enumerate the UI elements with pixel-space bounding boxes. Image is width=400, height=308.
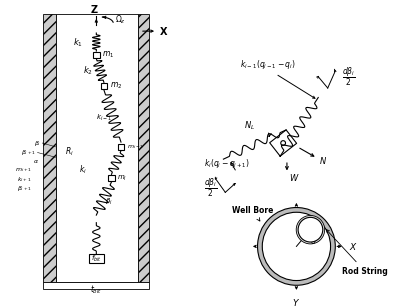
Text: $R_i$: $R_i$ bbox=[65, 145, 74, 158]
Bar bbox=[108, 175, 115, 181]
Text: $Y$: $Y$ bbox=[292, 297, 300, 308]
Text: $X$: $X$ bbox=[348, 241, 357, 252]
Text: Well Bore: Well Bore bbox=[232, 206, 273, 221]
Text: $k_{i-1}(q_{i-1}-q_i)$: $k_{i-1}(q_{i-1}-q_i)$ bbox=[240, 58, 296, 71]
Text: $\dfrac{d\beta_i}{2}$: $\dfrac{d\beta_i}{2}$ bbox=[342, 66, 355, 88]
Text: $k_2$: $k_2$ bbox=[84, 65, 94, 77]
Bar bbox=[118, 144, 124, 150]
Text: $\bf{Z}$: $\bf{Z}$ bbox=[90, 3, 99, 15]
Text: $\Omega_z$: $\Omega_z$ bbox=[115, 14, 126, 26]
Text: $f_{bit}$: $f_{bit}$ bbox=[91, 253, 102, 264]
Text: $N$: $N$ bbox=[319, 155, 327, 166]
Circle shape bbox=[262, 212, 330, 281]
Circle shape bbox=[296, 216, 325, 244]
Text: $t_{bit}$: $t_{bit}$ bbox=[90, 284, 102, 296]
Text: $k_1$: $k_1$ bbox=[73, 36, 83, 49]
Text: $k_i$: $k_i$ bbox=[79, 163, 87, 176]
Bar bbox=[89, 254, 104, 263]
Text: $\bf{X}$: $\bf{X}$ bbox=[159, 25, 168, 37]
Text: $k_{i+1}$: $k_{i+1}$ bbox=[17, 175, 32, 184]
Text: $\alpha$: $\alpha$ bbox=[33, 158, 40, 164]
Text: $m_{i-1}$: $m_{i-1}$ bbox=[127, 143, 144, 151]
Text: $\beta_i$: $\beta_i$ bbox=[34, 139, 41, 148]
Text: $m_i$: $m_i$ bbox=[117, 173, 127, 183]
Circle shape bbox=[298, 217, 323, 242]
Text: $\beta_{i+1}$: $\beta_{i+1}$ bbox=[17, 184, 32, 193]
Circle shape bbox=[258, 208, 335, 285]
Text: $W$: $W$ bbox=[289, 172, 299, 183]
Text: Rod String: Rod String bbox=[326, 229, 388, 276]
Text: $m_1$: $m_1$ bbox=[102, 50, 114, 60]
Text: $\beta_{i+1}$: $\beta_{i+1}$ bbox=[21, 148, 36, 157]
Text: $m_2$: $m_2$ bbox=[110, 81, 122, 91]
Text: $m_{i+1}$: $m_{i+1}$ bbox=[15, 167, 32, 175]
Bar bbox=[138, 14, 150, 282]
Bar bbox=[100, 83, 107, 89]
Text: $k_{i-1}$: $k_{i-1}$ bbox=[96, 113, 112, 124]
Text: $\theta$: $\theta$ bbox=[310, 235, 317, 246]
Text: $\dfrac{d\beta_i}{2}$: $\dfrac{d\beta_i}{2}$ bbox=[204, 176, 218, 199]
Text: $k_i(q_i-q_{i+1})$: $k_i(q_i-q_{i+1})$ bbox=[204, 157, 250, 170]
Text: $\beta_i$: $\beta_i$ bbox=[105, 197, 113, 207]
Bar bbox=[43, 282, 150, 289]
Bar bbox=[56, 14, 138, 282]
Text: $N_L$: $N_L$ bbox=[244, 120, 255, 132]
Bar bbox=[43, 14, 56, 282]
Bar bbox=[93, 51, 100, 58]
